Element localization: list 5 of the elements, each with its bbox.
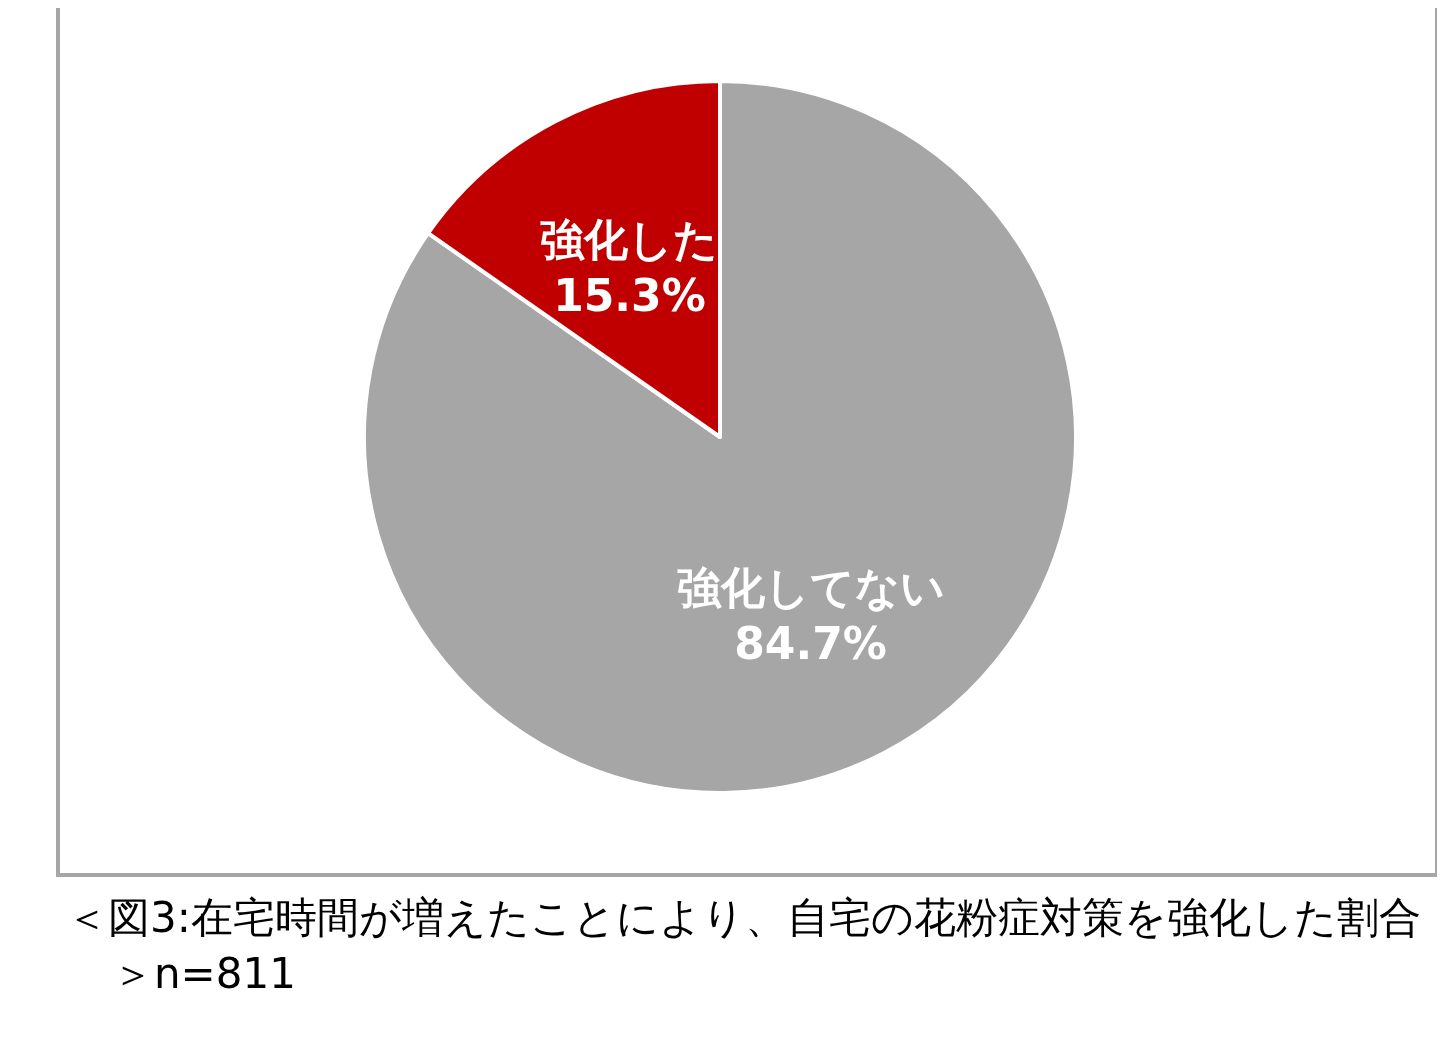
slice-label: 強化した bbox=[540, 214, 719, 266]
data-label: 84.7% bbox=[734, 617, 887, 669]
data-label: 15.3% bbox=[553, 270, 706, 322]
text: ＜図3:在宅時間が増えたことにより、自宅の花粉症対策を強化した割合＞n=811 bbox=[66, 892, 1422, 1000]
slice-label: 強化してない bbox=[676, 561, 945, 613]
